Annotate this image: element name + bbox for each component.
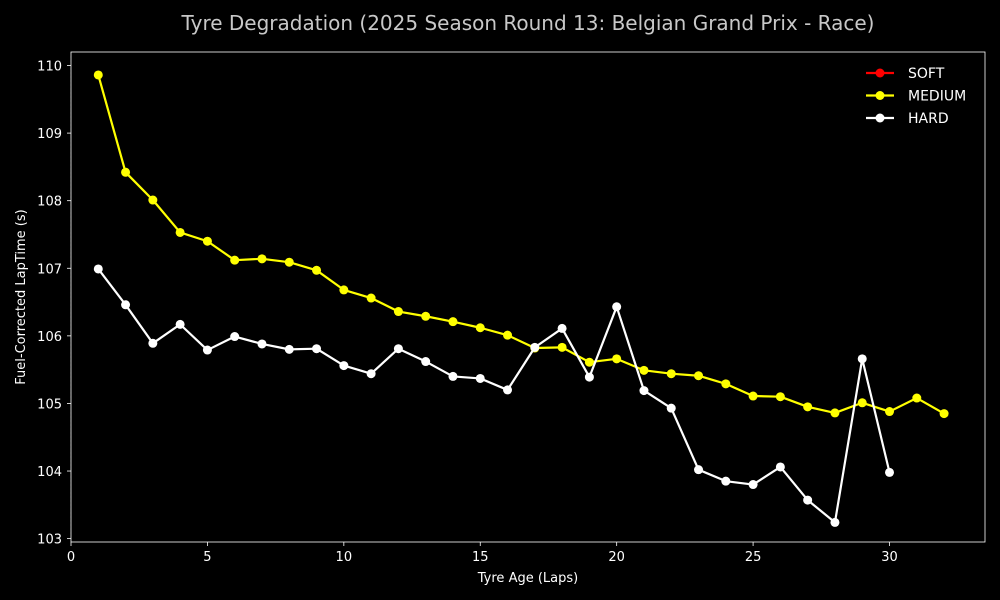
- data-point-medium: [748, 391, 758, 401]
- data-point-hard: [448, 371, 458, 381]
- data-point-hard: [421, 357, 431, 367]
- data-point-medium: [312, 265, 322, 275]
- legend-item-soft: SOFT: [866, 66, 945, 82]
- data-point-hard: [284, 344, 294, 354]
- x-tick-label: 5: [203, 550, 211, 565]
- series-line-medium: [97, 74, 945, 415]
- data-point-hard: [530, 342, 540, 352]
- legend-marker-hard: [875, 113, 885, 123]
- data-point-hard: [312, 344, 322, 354]
- data-point-medium: [857, 398, 867, 408]
- y-tick-label: 107: [37, 262, 62, 277]
- data-point-medium: [830, 408, 840, 418]
- legend-label-medium: MEDIUM: [908, 89, 966, 105]
- data-point-medium: [230, 255, 240, 265]
- data-point-medium: [775, 392, 785, 402]
- data-point-medium: [912, 393, 922, 403]
- data-point-hard: [148, 338, 158, 348]
- data-point-medium: [175, 227, 185, 237]
- x-tick-label: 20: [608, 550, 625, 565]
- data-point-hard: [830, 517, 840, 527]
- data-point-hard: [557, 323, 567, 333]
- data-point-medium: [448, 317, 458, 327]
- series-line-hard: [97, 268, 891, 524]
- data-point-hard: [503, 385, 513, 395]
- data-point-medium: [421, 311, 431, 321]
- data-point-hard: [393, 344, 403, 354]
- data-point-hard: [775, 462, 785, 472]
- x-tick-label: 25: [745, 550, 762, 565]
- data-point-hard: [475, 373, 485, 383]
- data-point-hard: [639, 386, 649, 396]
- data-point-hard: [366, 369, 376, 379]
- y-tick-label: 109: [37, 127, 62, 142]
- data-point-hard: [121, 300, 131, 310]
- data-point-medium: [721, 379, 731, 389]
- data-point-medium: [666, 369, 676, 379]
- data-point-medium: [503, 330, 513, 340]
- data-point-hard: [612, 302, 622, 312]
- plot-area-frame: [70, 51, 986, 543]
- data-point-medium: [557, 342, 567, 352]
- data-point-hard: [721, 476, 731, 486]
- data-point-medium: [366, 293, 376, 303]
- data-point-medium: [202, 236, 212, 246]
- x-tick-label: 15: [472, 550, 489, 565]
- data-point-medium: [803, 402, 813, 412]
- data-point-medium: [121, 167, 131, 177]
- legend: SOFT MEDIUM HARD: [866, 66, 966, 127]
- data-point-medium: [284, 257, 294, 267]
- data-point-hard: [339, 361, 349, 371]
- y-tick-label: 110: [37, 60, 62, 75]
- data-point-medium: [639, 365, 649, 375]
- data-point-hard: [694, 465, 704, 475]
- series-hard: [93, 264, 895, 527]
- data-point-medium: [257, 254, 267, 264]
- data-point-hard: [230, 332, 240, 342]
- axis-ticks: 0 5 10 15 20 25 30 103 104 105 106 107 108 109 110: [37, 60, 898, 565]
- data-point-hard: [257, 339, 267, 349]
- y-axis-label: Fuel-Corrected LapTime (s): [14, 209, 29, 384]
- x-axis-label: Tyre Age (Laps): [477, 571, 578, 586]
- y-tick-label: 104: [37, 465, 62, 480]
- data-point-hard: [885, 467, 895, 477]
- legend-label-hard: HARD: [908, 111, 949, 127]
- data-point-hard: [666, 403, 676, 413]
- y-tick-label: 108: [37, 195, 62, 210]
- data-point-medium: [939, 409, 949, 419]
- data-point-hard: [857, 354, 867, 364]
- data-point-hard: [93, 264, 103, 274]
- data-point-hard: [202, 345, 212, 355]
- data-point-medium: [612, 354, 622, 364]
- y-tick-label: 105: [37, 397, 62, 412]
- chart-title: Tyre Degradation (2025 Season Round 13: …: [181, 11, 875, 35]
- data-point-medium: [885, 407, 895, 417]
- data-point-hard: [175, 319, 185, 329]
- data-point-medium: [339, 285, 349, 295]
- data-point-medium: [93, 70, 103, 80]
- x-tick-label: 30: [881, 550, 898, 565]
- data-point-medium: [148, 195, 158, 205]
- data-point-hard: [748, 480, 758, 490]
- data-point-hard: [803, 495, 813, 505]
- y-tick-label: 103: [37, 533, 62, 548]
- legend-label-soft: SOFT: [908, 66, 945, 82]
- legend-marker-medium: [875, 91, 885, 100]
- data-point-medium: [475, 323, 485, 333]
- x-tick-label: 10: [336, 550, 353, 565]
- data-point-hard: [584, 372, 594, 382]
- legend-marker-soft: [875, 68, 885, 78]
- legend-item-hard: HARD: [866, 111, 949, 127]
- data-point-medium: [584, 357, 594, 367]
- data-point-medium: [694, 371, 704, 381]
- y-tick-label: 106: [37, 330, 62, 345]
- data-point-medium: [393, 307, 403, 317]
- legend-item-medium: MEDIUM: [866, 89, 966, 105]
- series-layer: [93, 70, 949, 527]
- x-tick-label: 0: [67, 550, 75, 565]
